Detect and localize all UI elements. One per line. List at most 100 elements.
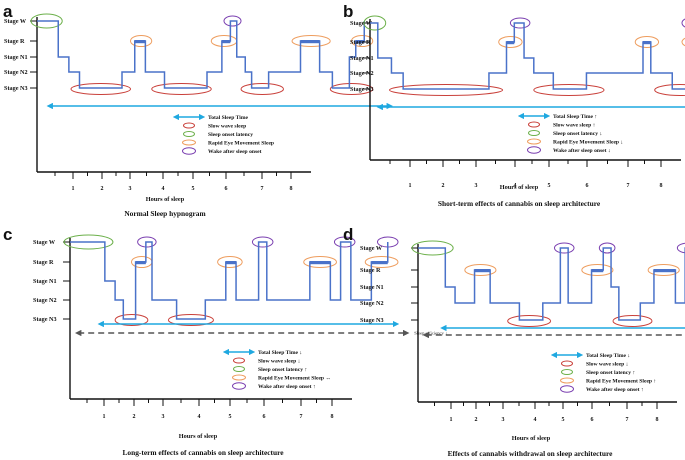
rem-segment — [506, 41, 515, 45]
wake-after-sleep-onset-marker — [333, 236, 356, 248]
sleep-onset-latency-marker — [363, 15, 387, 31]
x-tick-label: 7 — [626, 417, 629, 423]
stage-label: Stage W — [33, 239, 56, 246]
legend-rem-symbol — [182, 139, 196, 146]
rem-sleep-marker — [351, 35, 374, 47]
hypnogram-trace — [418, 247, 685, 321]
legend-label: Total Sleep Time ↓ — [586, 353, 630, 359]
sleep-onset-latency-marker — [63, 234, 114, 250]
legend-label: Total Sleep Time — [208, 115, 249, 121]
legend-label: Rapid Eye Movement Sleep — [208, 141, 274, 147]
legend-label: Wake after sleep onset ↑ — [586, 387, 644, 393]
x-tick-label: 2 — [133, 414, 136, 420]
stage-label: Stage N1 — [4, 54, 28, 61]
stage-label: Stage N1 — [350, 55, 374, 62]
x-tick-label: 2 — [442, 183, 445, 189]
legend-label: Total Sleep Time ↑ — [553, 114, 597, 120]
legend-label: Rapid Eye Movement Sleep ↔ — [258, 376, 331, 382]
stage-label: Stage N1 — [33, 278, 57, 285]
x-axis-label: Hours of sleep — [512, 435, 551, 442]
legend-sol-symbol — [561, 369, 573, 375]
slow-wave-sleep-marker — [151, 83, 212, 95]
legend-label: Slow wave sleep ↑ — [553, 123, 596, 129]
legend-label: Sleep onset latency ↑ — [586, 370, 635, 376]
legend-waso-symbol — [182, 147, 196, 155]
rem-segment — [225, 261, 237, 265]
legend-sol-symbol — [183, 131, 195, 137]
legend-waso-symbol — [560, 385, 574, 393]
panel-letter: a — [3, 2, 13, 21]
x-tick-label: 8 — [290, 186, 293, 192]
panel-letter: c — [3, 225, 12, 244]
x-tick-label: 3 — [129, 186, 132, 192]
slow-wave-sleep-marker — [329, 83, 374, 95]
rem-sleep-marker — [217, 256, 243, 268]
x-tick-label: 4 — [534, 417, 537, 423]
rem-segment — [371, 261, 388, 265]
legend-label: Slow wave sleep — [208, 124, 246, 130]
rem-sleep-marker — [303, 256, 338, 268]
x-tick-label: 6 — [263, 414, 266, 420]
stage-label: Stage N3 — [33, 316, 57, 323]
rem-segment — [221, 40, 231, 44]
x-axis-label: Hours of sleep — [179, 433, 218, 440]
panel-letter: d — [343, 225, 353, 244]
rem-sleep-marker — [464, 264, 497, 276]
slow-wave-sleep-marker — [507, 315, 552, 327]
slow-wave-sleep-marker — [654, 84, 685, 96]
rem-sleep-marker — [364, 256, 399, 268]
x-tick-label: 2 — [101, 186, 104, 192]
x-tick-label: 3 — [502, 417, 505, 423]
x-tick-label: 1 — [103, 414, 106, 420]
stage-label: Stage N3 — [4, 85, 28, 92]
x-tick-label: 6 — [586, 183, 589, 189]
stage-label: Stage N3 — [360, 317, 384, 324]
legend-label: Rapid Eye Movement Sleep ↓ — [553, 140, 623, 146]
stage-label: Stage R — [350, 39, 371, 46]
legend-label: Sleep onset latency — [208, 132, 253, 138]
wake-after-sleep-onset-marker — [676, 242, 685, 254]
wake-after-sleep-onset-marker — [137, 236, 157, 248]
x-tick-label: 6 — [591, 417, 594, 423]
x-tick-label: 7 — [627, 183, 630, 189]
rem-segment — [135, 261, 146, 265]
rem-segment — [300, 40, 320, 44]
wake-after-sleep-onset-marker — [598, 242, 616, 254]
slow-wave-sleep-marker — [70, 83, 131, 95]
x-axis-label: Hours of sleep — [146, 196, 185, 203]
stage-label: Stage R — [4, 38, 25, 45]
panel-caption: Normal Sleep hypnogram — [124, 209, 206, 218]
rem-segment — [355, 40, 365, 44]
sleep-onset-latency-marker — [30, 13, 63, 29]
hypnogram-trace — [70, 241, 389, 320]
stage-label: Stage N2 — [350, 70, 374, 77]
legend-swc-symbol — [183, 122, 195, 129]
panel-caption: Short-term effects of cannabis on sleep … — [438, 199, 601, 208]
stage-label: Stage W — [350, 20, 373, 27]
legend-swc-symbol — [561, 360, 573, 367]
legend-label: Wake after sleep onset — [208, 149, 262, 155]
legend-swc-symbol — [233, 357, 245, 364]
x-tick-label: 5 — [562, 417, 565, 423]
x-tick-label: 4 — [162, 186, 165, 192]
wake-after-sleep-onset-marker — [554, 242, 575, 254]
rem-sleep-marker — [581, 264, 614, 276]
stage-label: Stage N2 — [360, 300, 384, 307]
wake-after-sleep-onset-marker — [251, 236, 274, 248]
x-tick-label: 1 — [409, 183, 412, 189]
wake-after-sleep-onset-marker — [681, 18, 685, 28]
rem-sleep-marker — [498, 36, 523, 48]
stage-label: Stage W — [360, 245, 383, 252]
legend-rem-symbol — [527, 138, 541, 145]
legend-label: Total Sleep Time ↓ — [258, 350, 302, 356]
panel-caption: Effects of cannabis withdrawal on sleep … — [448, 449, 613, 458]
x-tick-label: 3 — [475, 183, 478, 189]
legend-sol-symbol — [233, 366, 245, 372]
hypnogram-trace — [37, 20, 365, 89]
x-tick-label: 3 — [162, 414, 165, 420]
stage-label: Stage N3 — [350, 86, 374, 93]
x-tick-label: 4 — [514, 183, 517, 189]
